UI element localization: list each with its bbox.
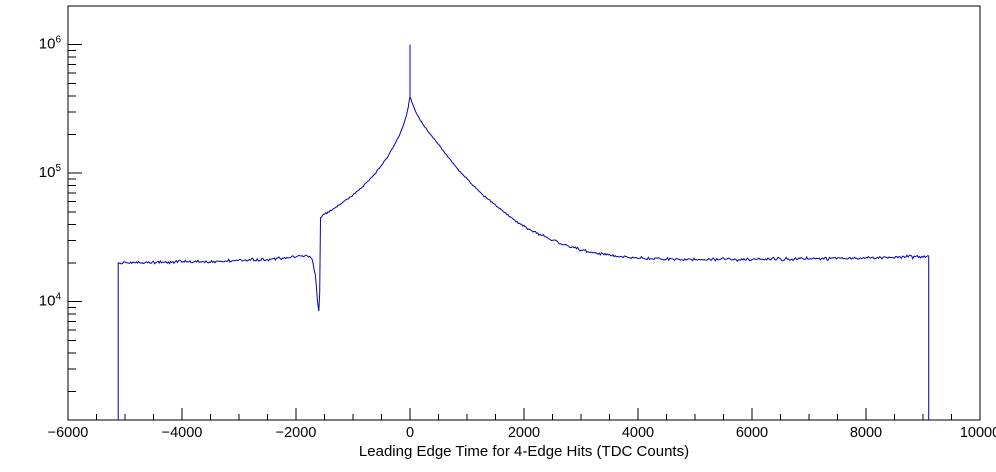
x-tick-label: −4000 <box>162 425 203 441</box>
y-tick-label: 104 <box>39 292 62 310</box>
x-axis-title: Leading Edge Time for 4-Edge Hits (TDC C… <box>358 443 690 460</box>
x-tick-label: 8000 <box>850 425 882 441</box>
x-tick-label: −2000 <box>276 425 317 441</box>
x-tick-label: 10000 <box>960 425 996 441</box>
histogram-line <box>117 95 930 420</box>
plot-frame <box>67 5 981 421</box>
y-tick-label: 106 <box>39 35 62 53</box>
x-tick-label: 2000 <box>508 425 540 441</box>
x-tick-label: 6000 <box>736 425 768 441</box>
y-tick-label: 105 <box>39 163 62 181</box>
x-tick-label: 0 <box>406 425 414 441</box>
x-tick-label: 4000 <box>622 425 654 441</box>
x-tick-label: −6000 <box>48 425 89 441</box>
